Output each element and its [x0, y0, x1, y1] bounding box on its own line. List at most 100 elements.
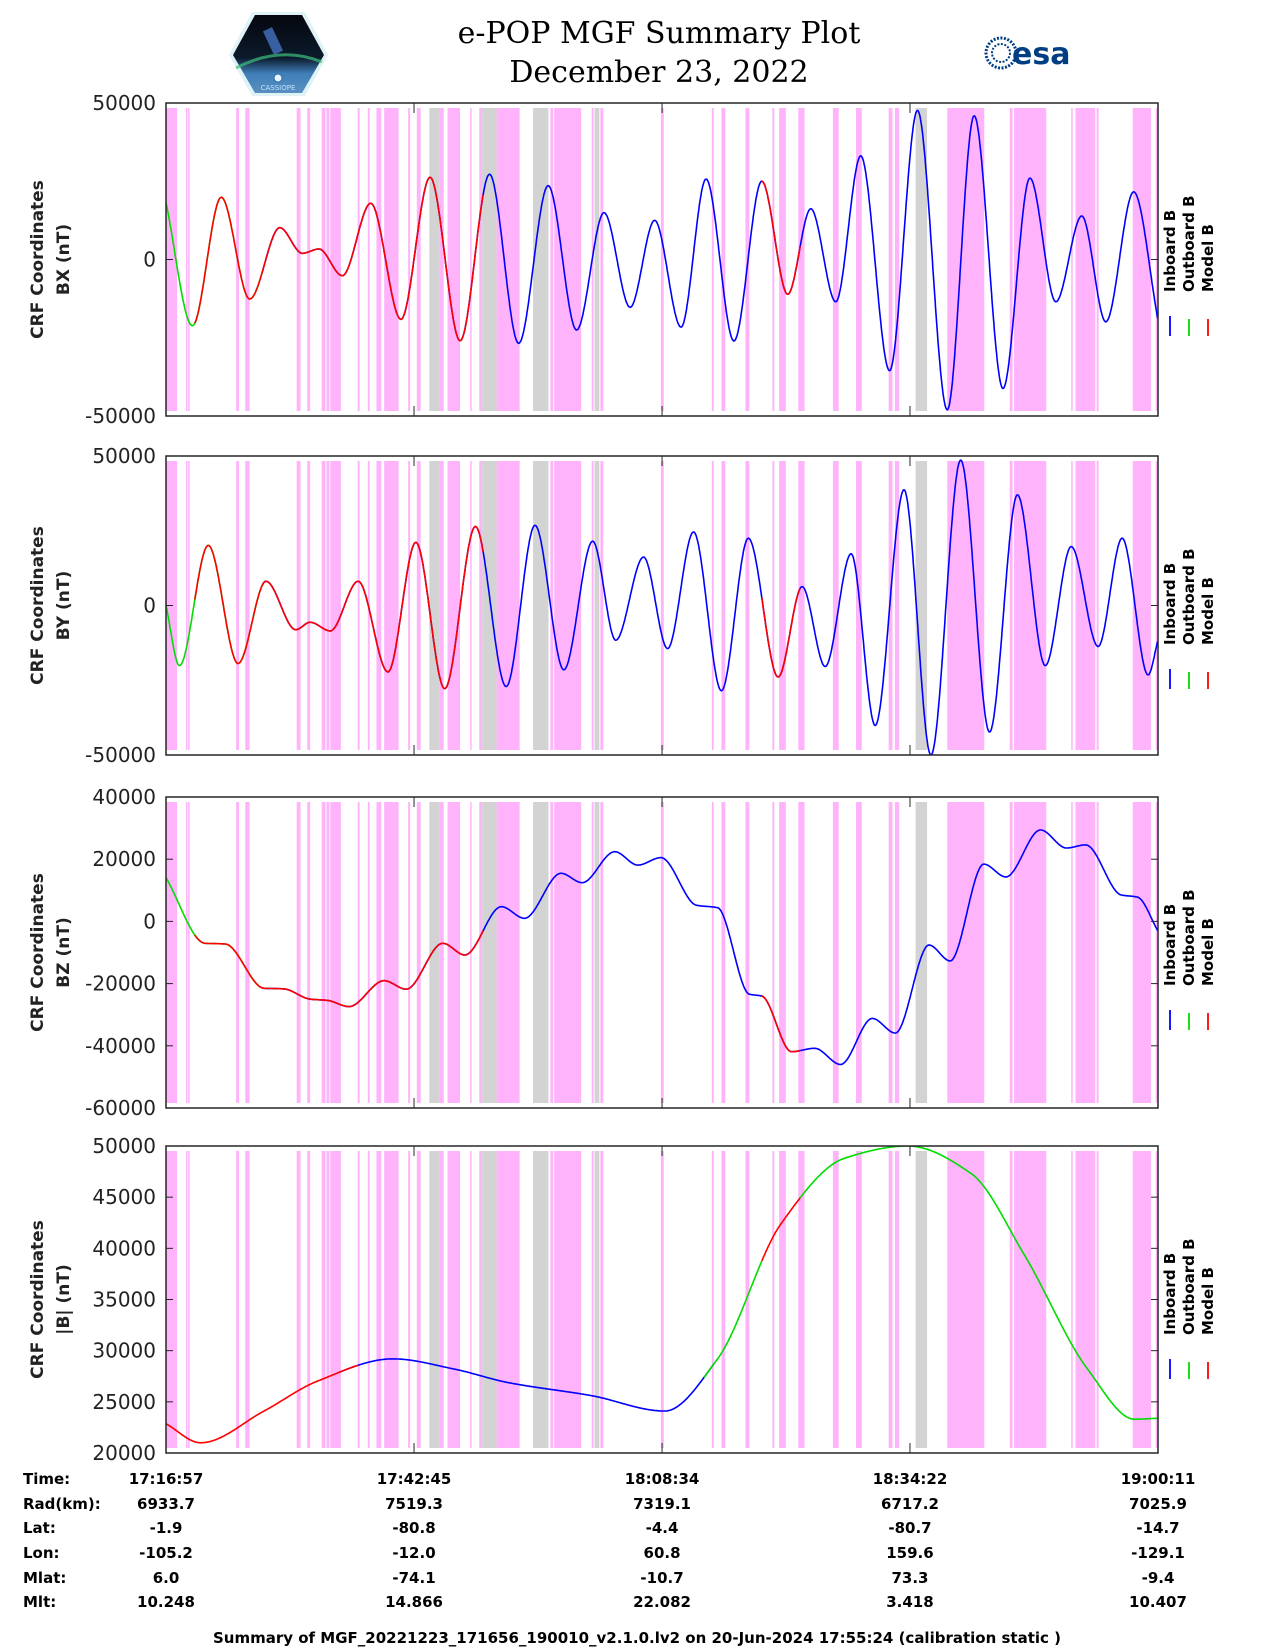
y-tick-label: 30000	[92, 1339, 156, 1363]
pink-band	[779, 108, 786, 411]
time-tick-label: 18:08:34	[625, 1470, 700, 1488]
pink-band	[1014, 802, 1047, 1103]
pink-band	[1009, 1151, 1013, 1448]
pink-band	[357, 108, 360, 411]
series-line-model	[761, 587, 801, 678]
pink-band	[479, 802, 483, 1103]
legend-label-model: Model B	[1199, 918, 1217, 986]
pink-band	[660, 1151, 664, 1448]
pink-band	[326, 1151, 330, 1448]
pink-band	[245, 108, 250, 411]
pink-band	[470, 461, 472, 750]
pink-band	[779, 802, 786, 1103]
legend-label-model: Model B	[1199, 1267, 1217, 1335]
table-cell: 22.082	[633, 1593, 691, 1611]
y-tick-label: 40000	[92, 785, 156, 809]
pink-band	[439, 461, 444, 750]
y-tick-label: 40000	[92, 1236, 156, 1260]
pink-band	[307, 802, 311, 1103]
pink-band	[296, 802, 301, 1103]
pink-band	[888, 108, 893, 411]
pink-band	[550, 1151, 554, 1448]
pink-band	[479, 108, 483, 411]
pink-band	[1132, 461, 1151, 750]
series-line-model	[761, 995, 801, 1053]
pink-band	[947, 1151, 985, 1448]
pink-band	[1155, 802, 1158, 1103]
pink-band	[1075, 1151, 1096, 1448]
table-row-label: Time:	[23, 1470, 70, 1488]
pink-band	[330, 108, 341, 411]
pink-band	[188, 108, 190, 411]
legend-label-outboard: Outboard B	[1180, 1238, 1198, 1335]
time-tick-label: 18:34:22	[873, 1470, 948, 1488]
pink-band	[894, 461, 900, 750]
legend: Inboard B Outboard B Model B	[1161, 889, 1217, 1030]
y-tick-label: 20000	[92, 847, 156, 871]
pink-band	[798, 1151, 805, 1448]
y-axis-label: CRF Coordinates	[28, 526, 48, 685]
table-cell: 6.0	[153, 1569, 180, 1587]
gray-band	[429, 802, 440, 1103]
pink-band	[236, 461, 240, 750]
table-row-label: Rad(km):	[23, 1495, 101, 1513]
pink-band	[296, 461, 301, 750]
y-axis-label: CRF Coordinates	[28, 873, 48, 1032]
table-cell: 159.6	[886, 1544, 933, 1562]
pink-band	[591, 802, 594, 1103]
gray-band	[594, 1151, 600, 1448]
pink-band	[721, 461, 726, 750]
table-cell: 14.866	[385, 1593, 443, 1611]
pink-band	[554, 108, 582, 411]
pink-band	[798, 108, 805, 411]
pink-band	[185, 1151, 188, 1448]
y-tick-label: 0	[143, 248, 156, 272]
pink-band	[321, 1151, 326, 1448]
pink-band	[307, 108, 311, 411]
table-cell: 6717.2	[881, 1495, 939, 1513]
table-row-label: Mlat:	[23, 1569, 66, 1587]
pink-band	[357, 802, 360, 1103]
pink-band	[947, 108, 985, 411]
gray-band	[429, 461, 440, 750]
gray-band	[533, 461, 549, 750]
y-tick-label: -20000	[85, 972, 156, 996]
pink-band	[1071, 1151, 1073, 1448]
pink-band	[832, 1151, 839, 1448]
pink-band	[416, 461, 421, 750]
pink-band	[245, 1151, 250, 1448]
pink-band	[947, 802, 985, 1103]
legend-label-outboard: Outboard B	[1180, 195, 1198, 292]
gray-band	[915, 802, 928, 1103]
pink-band	[660, 802, 664, 1103]
series-line-outboard	[799, 1146, 1158, 1420]
pink-band	[447, 802, 461, 1103]
pink-band	[376, 1151, 382, 1448]
pink-band	[416, 1151, 421, 1448]
pink-band	[1132, 108, 1151, 411]
legend-label-model: Model B	[1199, 577, 1217, 645]
pink-band	[832, 802, 839, 1103]
pink-band	[185, 461, 188, 750]
pink-band	[357, 1151, 360, 1448]
y-tick-label: 50000	[92, 1134, 156, 1158]
gray-band	[482, 802, 497, 1103]
pink-band	[855, 1151, 862, 1448]
pink-band	[447, 461, 461, 750]
pink-band	[772, 108, 775, 411]
pink-band	[550, 802, 554, 1103]
satellite-icon	[262, 27, 284, 55]
legend: Inboard B Outboard B Model B	[1161, 195, 1217, 336]
pink-band	[321, 802, 326, 1103]
pink-band	[1096, 108, 1099, 411]
pink-band	[554, 1151, 582, 1448]
table-cell: 73.3	[891, 1569, 928, 1587]
table-cell: -80.8	[392, 1519, 435, 1537]
pink-band	[721, 1151, 726, 1448]
pink-band	[384, 802, 399, 1103]
gray-band	[482, 1151, 497, 1448]
time-tick-label: 17:16:57	[129, 1470, 204, 1488]
pink-band	[321, 108, 326, 411]
pink-band	[772, 1151, 775, 1448]
gray-band	[594, 802, 600, 1103]
